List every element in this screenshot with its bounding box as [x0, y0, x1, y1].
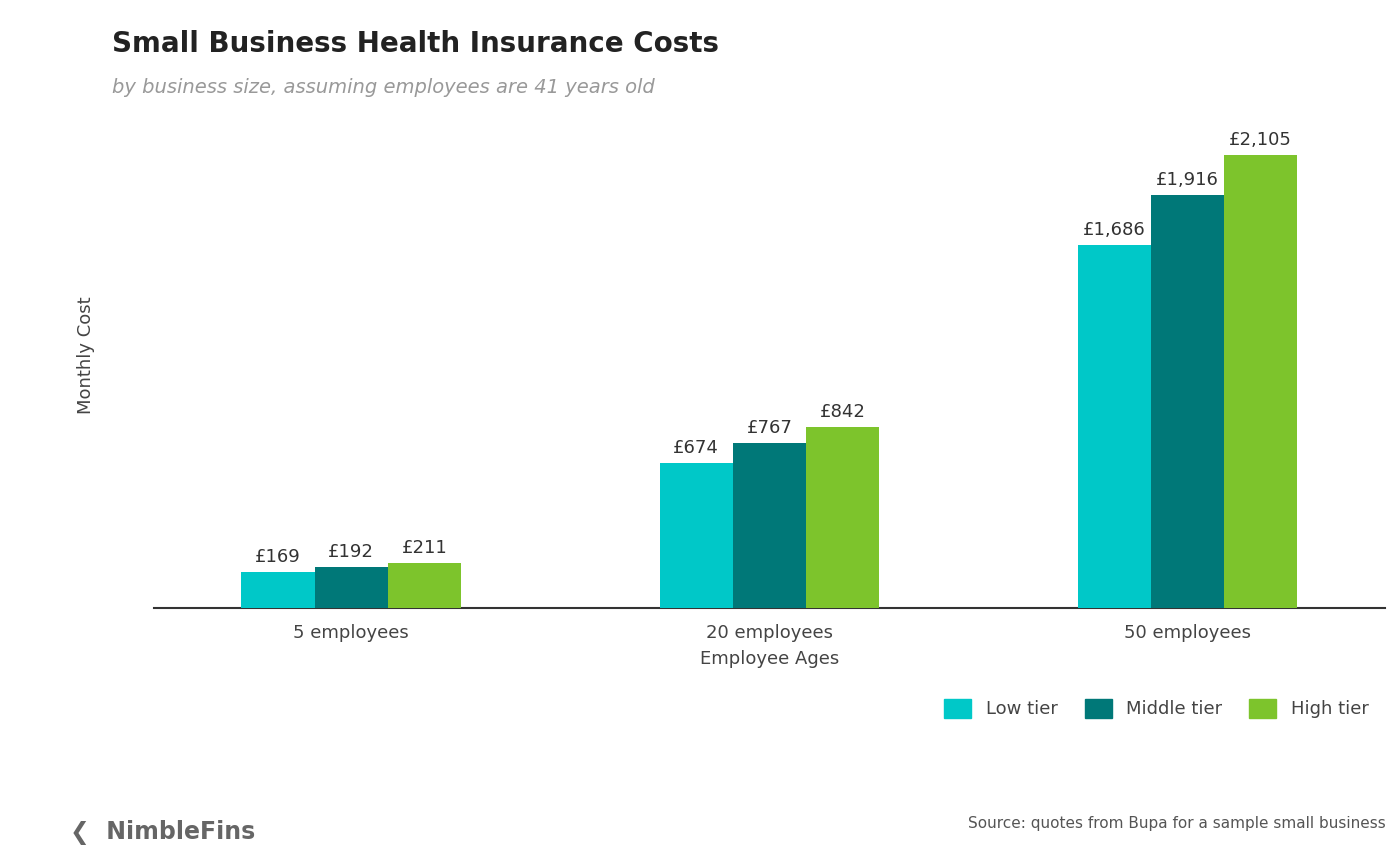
Text: £2,105: £2,105 — [1229, 130, 1292, 148]
Bar — [806, 427, 879, 608]
Text: £767: £767 — [746, 419, 792, 437]
Bar — [1151, 195, 1224, 608]
Text: ❮  NimbleFins: ❮ NimbleFins — [70, 820, 255, 845]
Text: £192: £192 — [328, 542, 374, 561]
Bar — [732, 443, 806, 608]
Text: £1,916: £1,916 — [1156, 171, 1219, 189]
X-axis label: Employee Ages: Employee Ages — [700, 650, 839, 668]
Text: by business size, assuming employees are 41 years old: by business size, assuming employees are… — [112, 78, 655, 97]
Text: £842: £842 — [819, 403, 865, 421]
Bar — [659, 463, 732, 608]
Bar — [241, 572, 315, 608]
Text: Small Business Health Insurance Costs: Small Business Health Insurance Costs — [112, 30, 720, 58]
Text: Source: quotes from Bupa for a sample small business: Source: quotes from Bupa for a sample sm… — [969, 816, 1386, 831]
Bar — [1078, 245, 1151, 608]
Legend: Low tier, Middle tier, High tier: Low tier, Middle tier, High tier — [937, 692, 1376, 726]
Text: £211: £211 — [402, 539, 447, 556]
Text: £169: £169 — [255, 548, 301, 566]
Text: Monthly Cost: Monthly Cost — [77, 296, 95, 414]
Bar — [315, 567, 388, 608]
Text: £674: £674 — [673, 439, 720, 457]
Bar — [388, 562, 461, 608]
Text: £1,686: £1,686 — [1084, 220, 1145, 239]
Bar — [1224, 155, 1298, 608]
